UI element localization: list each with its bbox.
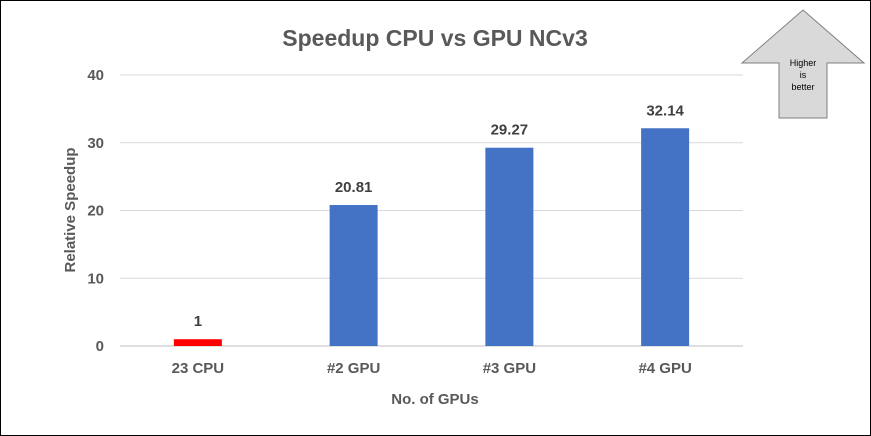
- data-labels: 1 20.81 29.27 32.14: [194, 102, 685, 330]
- data-label: 32.14: [646, 102, 684, 119]
- y-tick-label: 20: [87, 203, 104, 220]
- grid-lines: [120, 74, 743, 347]
- bar: [485, 147, 534, 346]
- callout-line-2: is: [800, 70, 807, 80]
- higher-is-better-callout: Higher is better: [740, 9, 866, 119]
- y-tick-label: 0: [96, 338, 104, 355]
- data-label: 20.81: [335, 179, 373, 196]
- chart-title: Speedup CPU vs GPU NCv3: [282, 25, 587, 51]
- callout-line-3: better: [791, 82, 814, 92]
- x-axis-title: No. of GPUs: [391, 391, 479, 408]
- data-label: 1: [194, 313, 202, 330]
- x-tick-label: 23 CPU: [172, 360, 225, 377]
- bar: [173, 339, 222, 346]
- y-tick-labels: 0 10 20 30 40: [87, 67, 104, 355]
- x-tick-label: #4 GPU: [638, 360, 691, 377]
- x-tick-label: #2 GPU: [327, 360, 380, 377]
- x-tick-label: #3 GPU: [483, 360, 536, 377]
- y-tick-label: 30: [87, 135, 104, 152]
- data-label: 29.27: [491, 122, 529, 139]
- y-tick-label: 40: [87, 67, 104, 84]
- x-tick-labels: 23 CPU #2 GPU #3 GPU #4 GPU: [172, 360, 692, 377]
- bars: [173, 128, 690, 346]
- up-arrow-icon: [740, 9, 866, 119]
- callout-line-1: Higher: [790, 58, 817, 68]
- bar: [641, 128, 690, 346]
- bar: [329, 205, 378, 346]
- y-tick-label: 10: [87, 270, 104, 287]
- y-axis-title: Relative Speedup: [62, 147, 79, 272]
